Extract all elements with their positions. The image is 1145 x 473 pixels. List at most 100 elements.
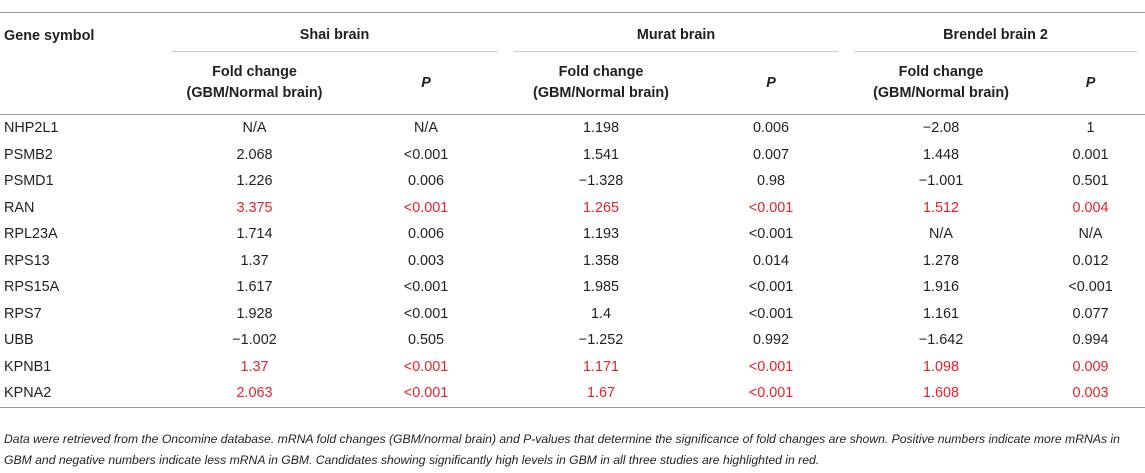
gene-symbol-cell: PSMD1 xyxy=(4,173,54,190)
shai-p-cell: <0.001 xyxy=(403,146,449,163)
brendel-p-cell: 0.001 xyxy=(1072,146,1109,163)
brendel-fold-cell: 1.161 xyxy=(923,305,960,322)
murat-p-cell: <0.001 xyxy=(748,358,794,375)
p-header-brendel: P xyxy=(1036,52,1145,115)
brendel-fold-cell: 1.512 xyxy=(923,199,960,216)
group-label-murat: Murat brain xyxy=(636,26,716,43)
shai-fold-cell: N/A xyxy=(242,120,267,137)
murat-p-cell: 0.992 xyxy=(753,332,790,349)
group-header-brendel: Brendel brain 2 xyxy=(846,20,1145,52)
murat-fold-cell: 1.541 xyxy=(583,146,620,163)
shai-fold-cell: 2.068 xyxy=(236,146,273,163)
fold-line1: Fold change xyxy=(558,64,644,80)
shai-p-cell: <0.001 xyxy=(403,279,449,296)
fold-change-header-brendel: Fold change (GBM/Normal brain) xyxy=(846,52,1037,115)
shai-p-cell: <0.001 xyxy=(403,199,449,216)
brendel-p-cell: <0.001 xyxy=(1068,279,1113,296)
table-row: KPNB1 1.37 <0.001 1.171 <0.001 1.098 0.009 xyxy=(0,354,1145,381)
shai-p-cell: <0.001 xyxy=(403,358,449,375)
table-footnote: Data were retrieved from the Oncomine da… xyxy=(4,432,1120,467)
table-row: RAN 3.375 <0.001 1.265 <0.001 1.512 0.004 xyxy=(0,195,1145,222)
fold-line2: (GBM/Normal brain) xyxy=(873,85,1009,101)
table-row: NHP2L1 N/A N/A 1.198 0.006 −2.08 1 xyxy=(0,115,1145,142)
murat-fold-cell: 1.4 xyxy=(591,305,612,322)
subheader-row: Fold change (GBM/Normal brain) P Fold cha… xyxy=(0,52,1145,115)
shai-fold-cell: 1.714 xyxy=(236,226,273,243)
gene-symbol-cell: NHP2L1 xyxy=(4,120,59,137)
gene-symbol-cell: UBB xyxy=(4,332,34,349)
murat-p-cell: <0.001 xyxy=(748,279,794,296)
gene-symbol-cell: KPNA2 xyxy=(0,380,163,408)
murat-p-cell: <0.001 xyxy=(696,380,847,408)
gene-symbol-cell: PSMB2 xyxy=(4,146,53,163)
group-header-shai: Shai brain xyxy=(163,20,506,52)
murat-fold-cell: 1.67 xyxy=(506,380,697,408)
shai-p-cell: <0.001 xyxy=(346,380,507,408)
brendel-p-cell: 0.501 xyxy=(1072,173,1109,190)
brendel-p-cell: 0.009 xyxy=(1072,358,1109,375)
murat-p-cell: 0.007 xyxy=(753,146,790,163)
shai-fold-cell: 3.375 xyxy=(236,199,273,216)
brendel-fold-cell: 1.098 xyxy=(923,358,960,375)
group-header-murat: Murat brain xyxy=(506,20,846,52)
brendel-p-cell: 0.004 xyxy=(1072,199,1109,216)
p-header-shai: P xyxy=(346,52,507,115)
murat-fold-cell: 1.985 xyxy=(583,279,620,296)
brendel-fold-cell: 1.448 xyxy=(923,146,960,163)
murat-p-cell: 0.006 xyxy=(753,120,790,137)
brendel-fold-cell: −1.001 xyxy=(918,173,964,190)
table-row: RPS7 1.928 <0.001 1.4 <0.001 1.161 0.077 xyxy=(0,301,1145,328)
gene-symbol-header: Gene symbol xyxy=(4,28,95,44)
murat-fold-cell: 1.193 xyxy=(583,226,620,243)
brendel-p-cell: 1 xyxy=(1086,120,1095,137)
fold-line2: (GBM/Normal brain) xyxy=(533,85,669,101)
shai-fold-cell: 1.37 xyxy=(240,358,269,375)
table-row: UBB −1.002 0.505 −1.252 0.992 −1.642 0.994 xyxy=(0,327,1145,354)
brendel-fold-cell: 1.608 xyxy=(846,380,1037,408)
murat-fold-cell: −1.252 xyxy=(578,332,624,349)
murat-p-cell: <0.001 xyxy=(748,199,794,216)
fold-change-header-murat: Fold change (GBM/Normal brain) xyxy=(506,52,697,115)
brendel-p-cell: 0.003 xyxy=(1036,380,1145,408)
fold-line1: Fold change xyxy=(212,64,297,80)
brendel-fold-cell: −2.08 xyxy=(922,120,960,137)
table-body: NHP2L1 N/A N/A 1.198 0.006 −2.08 1 PSMB2 2.068 <0… xyxy=(0,115,1145,408)
table-row: RPL23A 1.714 0.006 1.193 <0.001 N/A N/A xyxy=(0,221,1145,248)
shai-fold-cell: −1.002 xyxy=(232,332,277,349)
table-row: RPS13 1.37 0.003 1.358 0.014 1.278 0.012 xyxy=(0,248,1145,275)
murat-fold-cell: 1.358 xyxy=(583,252,620,269)
brendel-p-cell: N/A xyxy=(1078,226,1103,243)
group-label-brendel: Brendel brain 2 xyxy=(943,26,1048,43)
gene-symbol-cell: RPL23A xyxy=(4,226,58,243)
brendel-fold-cell: 1.278 xyxy=(923,252,960,269)
shai-p-cell: 0.006 xyxy=(408,226,445,243)
shai-p-cell: 0.505 xyxy=(408,332,445,349)
data-table: Gene symbol Shai brain Murat brain Brend… xyxy=(0,20,1145,408)
shai-p-cell: 0.006 xyxy=(408,173,445,190)
shai-fold-cell: 1.928 xyxy=(236,305,273,322)
group-label-shai: Shai brain xyxy=(299,26,370,43)
brendel-p-cell: 0.012 xyxy=(1072,252,1109,269)
fold-change-header-shai: Fold change (GBM/Normal brain) xyxy=(163,52,346,115)
murat-fold-cell: 1.265 xyxy=(583,199,620,216)
brendel-p-cell: 0.994 xyxy=(1072,332,1109,349)
brendel-p-cell: 0.077 xyxy=(1072,305,1109,322)
gene-symbol-cell: RAN xyxy=(4,199,35,216)
fold-line2: (GBM/Normal brain) xyxy=(186,85,323,101)
table-row: RPS15A 1.617 <0.001 1.985 <0.001 1.916 <0.001 xyxy=(0,274,1145,301)
subheader-empty xyxy=(0,52,163,115)
murat-fold-cell: 1.198 xyxy=(583,120,620,137)
murat-p-cell: 0.014 xyxy=(753,252,790,269)
murat-fold-cell: −1.328 xyxy=(578,173,624,190)
brendel-fold-cell: −1.642 xyxy=(918,332,964,349)
gene-symbol-cell: RPS7 xyxy=(4,305,42,322)
table-row: PSMB2 2.068 <0.001 1.541 0.007 1.448 0.001 xyxy=(0,142,1145,169)
murat-p-cell: <0.001 xyxy=(748,226,794,243)
brendel-fold-cell: 1.916 xyxy=(923,279,960,296)
shai-p-cell: N/A xyxy=(414,120,438,137)
shai-fold-cell: 1.37 xyxy=(240,252,269,269)
table-row: PSMD1 1.226 0.006 −1.328 0.98 −1.001 0.501 xyxy=(0,168,1145,195)
shai-p-cell: <0.001 xyxy=(403,305,449,322)
shai-fold-cell: 2.063 xyxy=(163,380,346,408)
murat-p-cell: 0.98 xyxy=(757,173,786,190)
